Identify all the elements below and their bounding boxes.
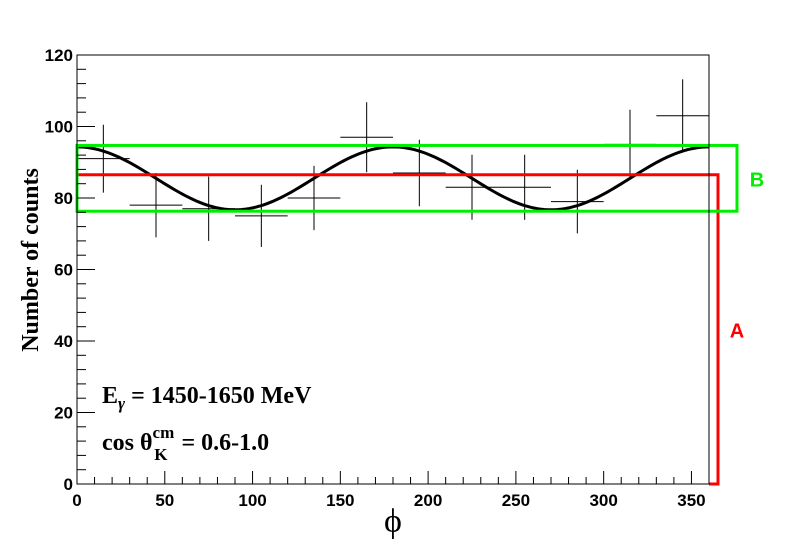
y-tick-label: 0: [64, 475, 73, 494]
angle-symbol: cos θ: [102, 430, 153, 456]
x-axis-label: ϕ: [384, 503, 402, 540]
y-axis-label: Number of counts: [18, 168, 44, 352]
energy-range: = 1450-1650 MeV: [125, 383, 312, 409]
data-point: [656, 79, 709, 153]
bracket-a: [77, 173, 720, 486]
y-tick-label: 20: [54, 404, 73, 423]
data-point: [551, 169, 604, 234]
x-tick-label: 300: [589, 491, 617, 510]
x-tick-label: 100: [238, 491, 266, 510]
y-tick-label: 40: [54, 332, 73, 351]
data-point: [235, 184, 288, 247]
x-tick-label: 50: [155, 491, 174, 510]
energy-annotation: Eγ = 1450-1650 MeV: [102, 383, 312, 413]
plot-frame: [76, 54, 710, 485]
data-point: [445, 154, 499, 220]
y-tick-label: 80: [54, 189, 73, 208]
y-tick-label: 60: [54, 261, 73, 280]
x-tick-label: 150: [326, 491, 354, 510]
box-b: [75, 143, 739, 213]
x-tick-label: 250: [502, 491, 530, 510]
angle-range: = 0.6-1.0: [175, 430, 269, 456]
data-points: [77, 79, 709, 247]
angle-subscript: K: [154, 445, 168, 464]
data-point: [340, 102, 393, 173]
energy-symbol: E: [102, 383, 118, 409]
data-point: [287, 165, 341, 231]
box-b-label: B: [750, 169, 764, 191]
x-tick-label: 350: [677, 491, 705, 510]
bracket-a-label: A: [730, 320, 744, 342]
y-tick-label: 120: [45, 46, 73, 65]
data-point: [182, 176, 235, 241]
data-point: [129, 172, 183, 238]
data-point: [77, 124, 130, 193]
axes-layer: 0 50 100 150 200 250 300 350 0 20 40 60 80 100 120: [45, 46, 706, 510]
fit-curve: [76, 145, 710, 212]
angle-superscript: cm: [153, 423, 175, 442]
angle-annotation: cos θcm K = 0.6-1.0: [102, 423, 269, 464]
data-point: [498, 154, 551, 220]
y-tick-label: 100: [45, 118, 73, 137]
energy-subscript: γ: [118, 394, 126, 413]
fit-layer: [76, 145, 710, 212]
data-point: [393, 139, 446, 207]
x-tick-label: 0: [72, 491, 81, 510]
x-tick-label: 200: [414, 491, 442, 510]
